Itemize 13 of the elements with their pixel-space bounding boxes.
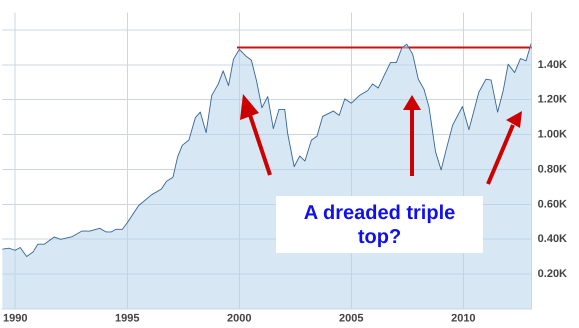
x-tick-label: 1995 [115, 312, 140, 324]
y-tick-label: 0.80K [538, 163, 568, 176]
x-tick-label: 1990 [2, 312, 28, 324]
x-tick-label: 2010 [451, 312, 476, 324]
y-tick-label: 0.60K [538, 198, 568, 210]
y-tick-label: 1.20K [538, 94, 568, 106]
y-tick-label: 1.00K [538, 128, 568, 141]
y-tick-label: 0.20K [538, 268, 568, 280]
y-tick-label: 0.40K [538, 233, 568, 246]
y-tick-label: 1.40K [538, 58, 568, 71]
x-tick-label: 2000 [227, 312, 252, 324]
x-tick-label: 2005 [339, 312, 364, 324]
annotation: A dreaded triple top? [276, 196, 483, 253]
